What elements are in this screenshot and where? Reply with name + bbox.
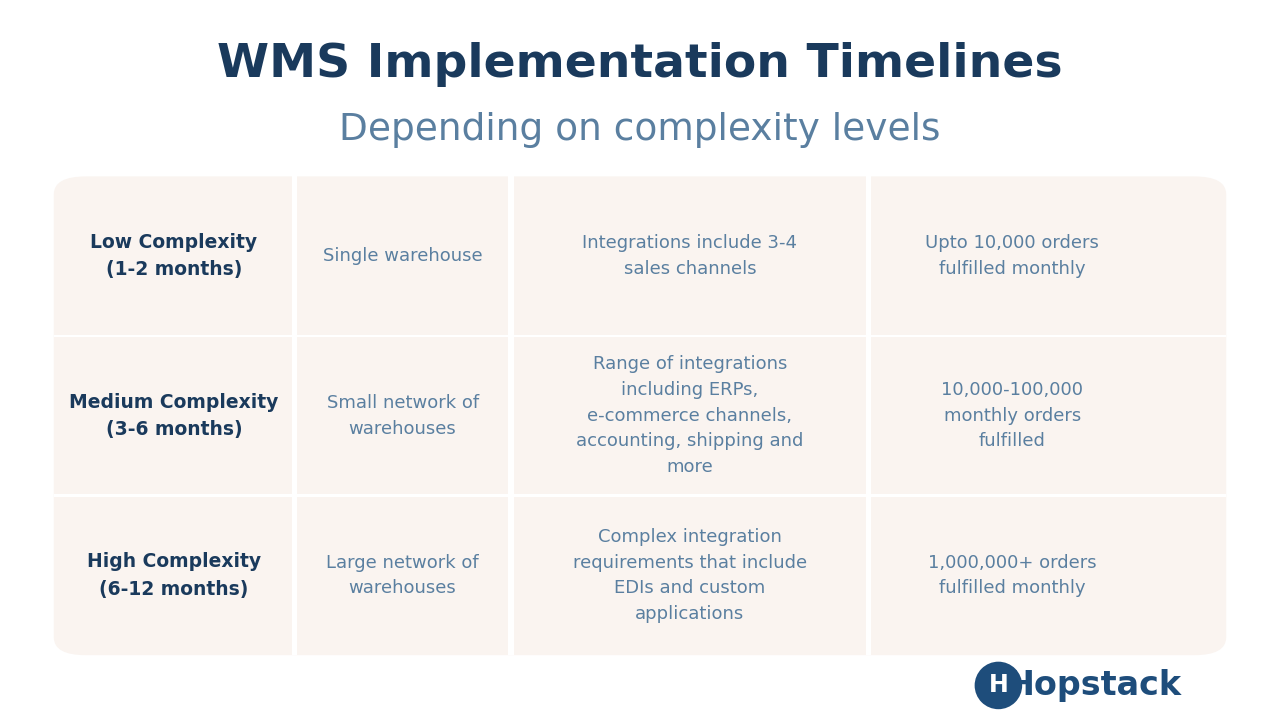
Text: WMS Implementation Timelines: WMS Implementation Timelines — [218, 42, 1062, 87]
Text: Single warehouse: Single warehouse — [323, 247, 483, 265]
Text: Upto 10,000 orders
fulfilled monthly: Upto 10,000 orders fulfilled monthly — [925, 234, 1100, 278]
FancyBboxPatch shape — [54, 494, 1226, 497]
FancyBboxPatch shape — [292, 176, 297, 655]
Text: Complex integration
requirements that include
EDIs and custom
applications: Complex integration requirements that in… — [572, 528, 806, 623]
Text: Depending on complexity levels: Depending on complexity levels — [339, 112, 941, 148]
Ellipse shape — [974, 662, 1023, 709]
Text: High Complexity
(6-12 months): High Complexity (6-12 months) — [87, 552, 261, 598]
Text: 1,000,000+ orders
fulfilled monthly: 1,000,000+ orders fulfilled monthly — [928, 554, 1097, 598]
Text: 10,000-100,000
monthly orders
fulfilled: 10,000-100,000 monthly orders fulfilled — [941, 381, 1083, 451]
Text: Small network of
warehouses: Small network of warehouses — [326, 394, 479, 438]
Text: Integrations include 3-4
sales channels: Integrations include 3-4 sales channels — [582, 234, 797, 278]
Text: Medium Complexity
(3-6 months): Medium Complexity (3-6 months) — [69, 392, 279, 439]
FancyBboxPatch shape — [867, 176, 872, 655]
FancyBboxPatch shape — [54, 335, 1226, 338]
FancyBboxPatch shape — [508, 176, 513, 655]
Text: Range of integrations
including ERPs,
e-commerce channels,
accounting, shipping : Range of integrations including ERPs, e-… — [576, 356, 804, 476]
Text: Hopstack: Hopstack — [1007, 669, 1181, 702]
Text: H: H — [988, 673, 1009, 698]
Text: Large network of
warehouses: Large network of warehouses — [326, 554, 479, 598]
Text: Low Complexity
(1-2 months): Low Complexity (1-2 months) — [91, 233, 257, 279]
FancyBboxPatch shape — [54, 176, 1226, 655]
